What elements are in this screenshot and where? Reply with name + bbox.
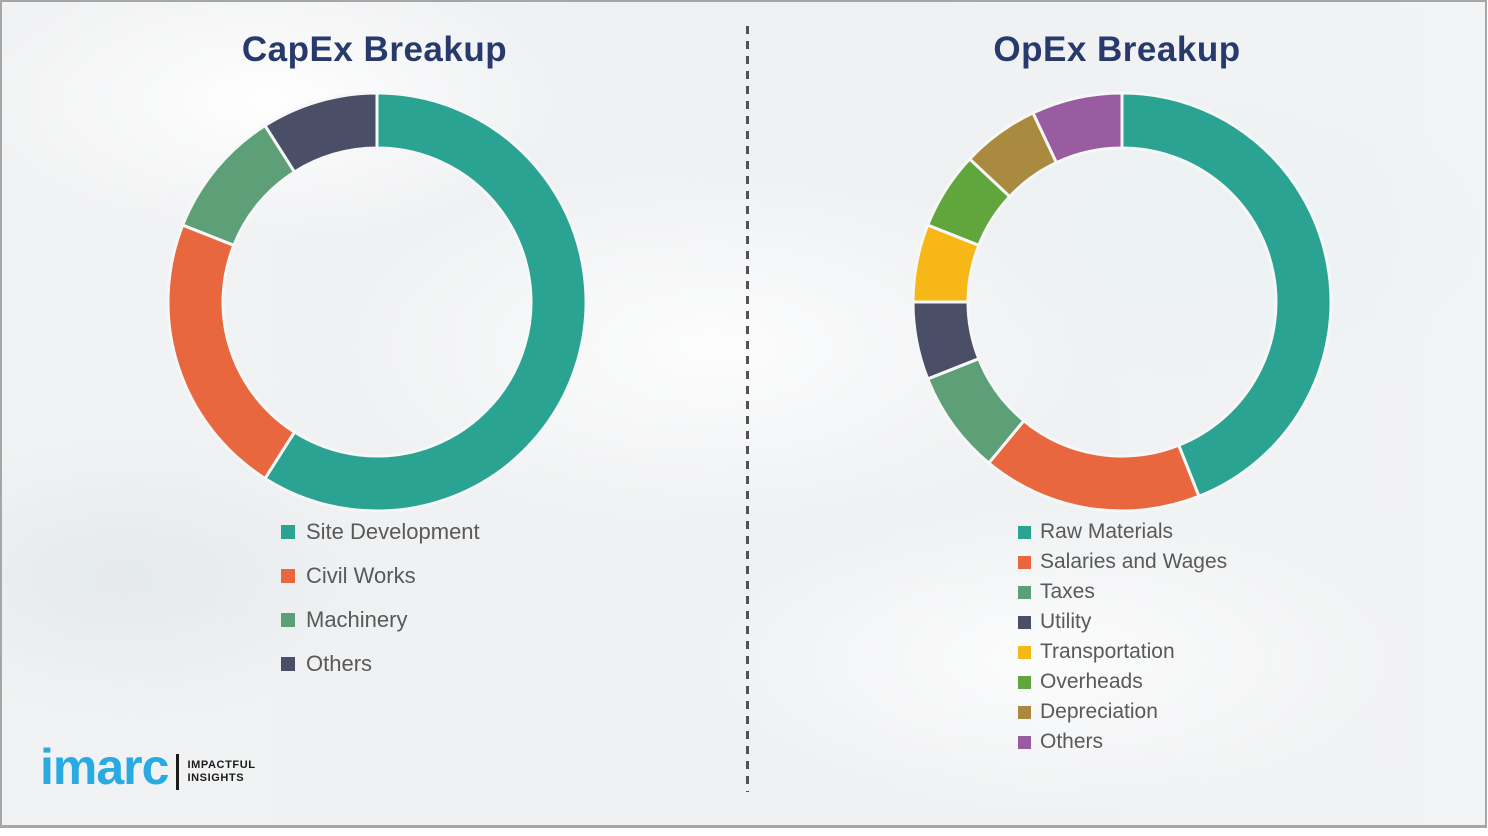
legend-item-transportation: Transportation xyxy=(1018,637,1227,667)
donut-segment-others xyxy=(262,91,379,175)
legend-label: Site Development xyxy=(306,519,480,544)
legend-item-civil-works: Civil Works xyxy=(281,554,480,598)
legend-label: Taxes xyxy=(1040,580,1095,603)
legend-item-raw-materials: Raw Materials xyxy=(1018,517,1227,547)
legend-label: Others xyxy=(306,651,373,676)
imarc-logo: imarc IMPACTFUL INSIGHTS xyxy=(40,738,256,796)
capex-legend: Site Development Civil Works Machinery Othe… xyxy=(281,510,480,686)
legend-swatch xyxy=(1018,645,1031,659)
legend-item-utility: Utility xyxy=(1018,607,1227,637)
legend-item-others: Others xyxy=(281,642,480,686)
legend-swatch xyxy=(281,613,295,627)
capex-panel: CapEx Breakup xyxy=(2,2,747,825)
legend-swatch xyxy=(1018,735,1031,749)
opex-donut-chart xyxy=(911,91,1333,513)
imarc-logo-divider-bar xyxy=(176,754,180,790)
opex-legend: Raw Materials Salaries and Wages Taxes Util… xyxy=(1018,517,1227,757)
legend-label: Machinery xyxy=(306,607,408,632)
donut-segment-salaries-and-wages xyxy=(986,418,1201,513)
donut-segment-civil-works xyxy=(166,223,297,481)
imarc-logo-text: imarc xyxy=(40,739,169,795)
legend-label: Others xyxy=(1040,730,1104,753)
legend-label: Transportation xyxy=(1040,640,1175,663)
legend-label: Civil Works xyxy=(306,563,416,588)
capex-donut-chart xyxy=(166,91,588,513)
imarc-tagline-line1: IMPACTFUL xyxy=(187,759,256,771)
donut-segment-raw-materials xyxy=(1120,91,1333,499)
legend-label: Overheads xyxy=(1040,670,1143,693)
opex-panel: OpEx Breakup xyxy=(747,2,1485,825)
legend-swatch xyxy=(1018,525,1031,539)
capex-title: CapEx Breakup xyxy=(241,30,508,69)
legend-item-taxes: Taxes xyxy=(1018,577,1227,607)
legend-swatch xyxy=(281,525,295,539)
legend-swatch xyxy=(1018,585,1031,599)
opex-title: OpEx Breakup xyxy=(993,30,1241,69)
donut-segment-site-development xyxy=(262,91,588,513)
legend-label: Depreciation xyxy=(1040,700,1158,723)
legend-swatch xyxy=(281,569,295,583)
legend-label: Raw Materials xyxy=(1040,520,1174,543)
imarc-logo-tagline: IMPACTFUL INSIGHTS xyxy=(187,759,255,785)
legend-item-others: Others xyxy=(1018,727,1227,757)
legend-item-overheads: Overheads xyxy=(1018,667,1227,697)
legend-item-depreciation: Depreciation xyxy=(1018,697,1227,727)
legend-swatch xyxy=(281,657,295,671)
imarc-tagline-line2: INSIGHTS xyxy=(187,772,245,784)
legend-item-site-development: Site Development xyxy=(281,510,480,554)
legend-swatch xyxy=(1018,705,1031,719)
legend-swatch xyxy=(1018,555,1031,569)
legend-item-salaries-and-wages: Salaries and Wages xyxy=(1018,547,1227,577)
legend-swatch xyxy=(1018,675,1031,689)
legend-item-machinery: Machinery xyxy=(281,598,480,642)
center-dashed-divider xyxy=(746,26,749,792)
donut-segment-others xyxy=(1031,91,1124,165)
legend-label: Salaries and Wages xyxy=(1040,550,1228,573)
legend-label: Utility xyxy=(1040,610,1092,633)
legend-swatch xyxy=(1018,615,1031,629)
